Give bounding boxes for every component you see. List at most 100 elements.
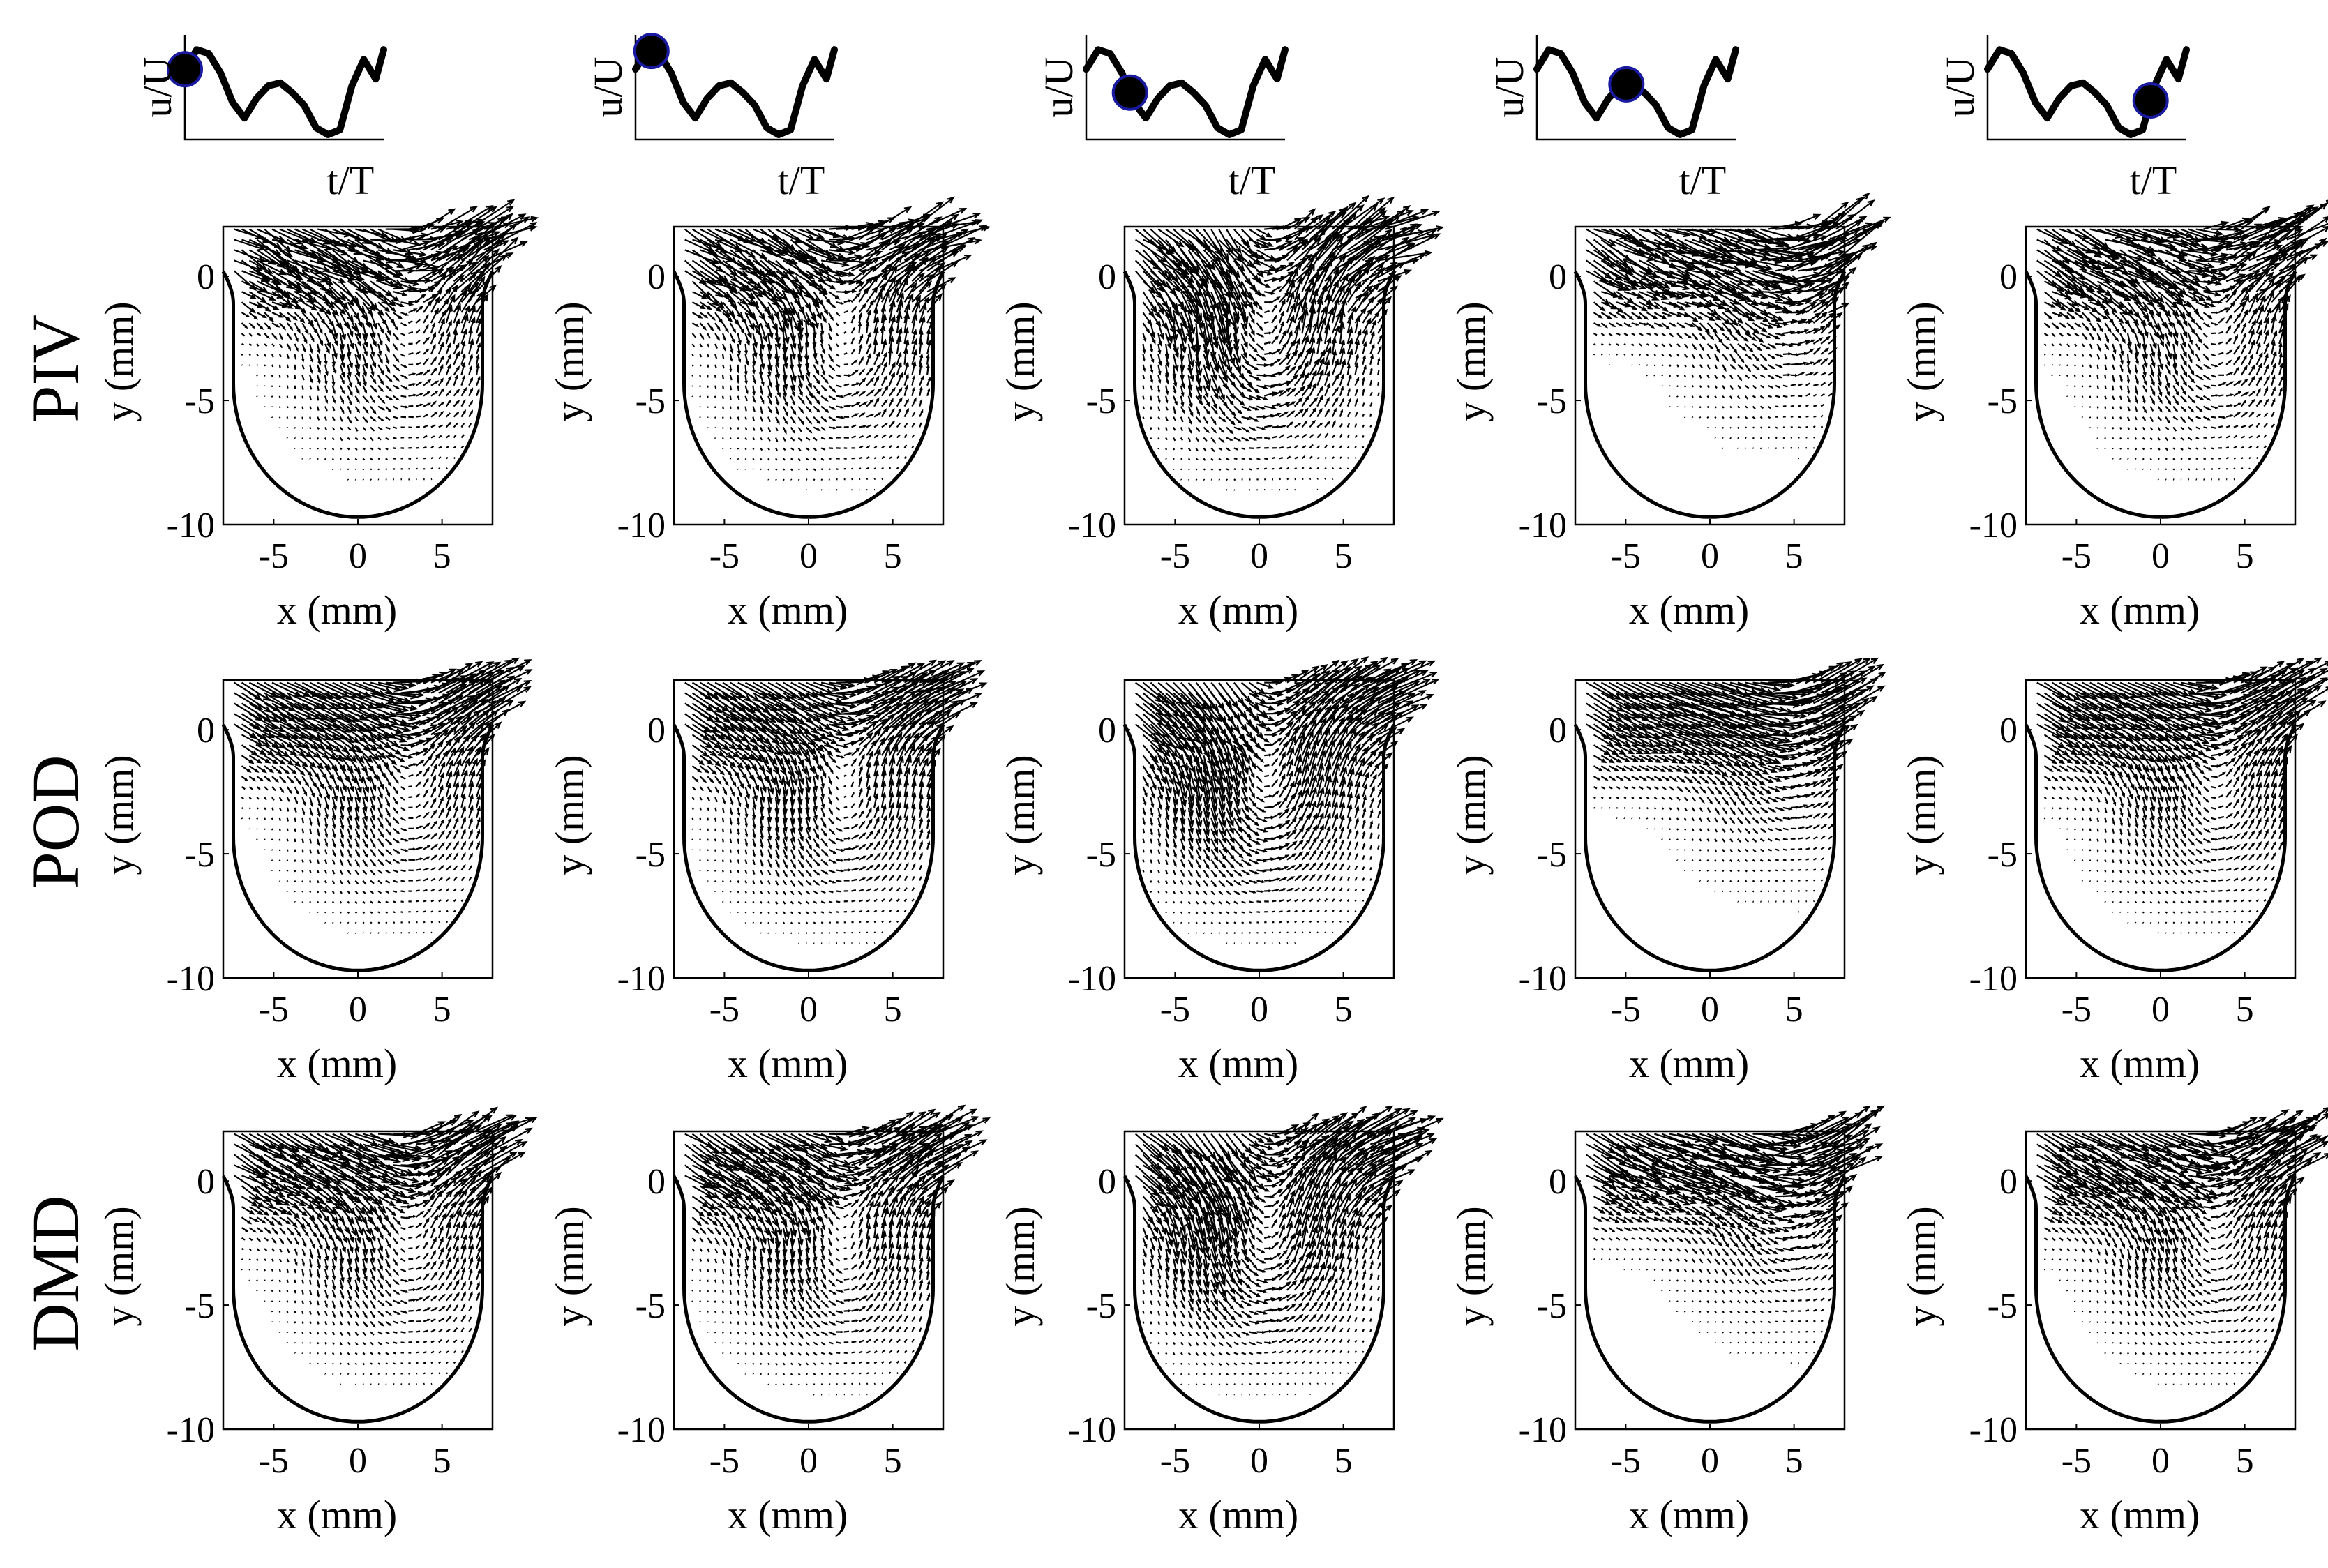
velocity-vector: [295, 386, 296, 389]
velocity-vector: [287, 386, 288, 389]
velocity-vector: [355, 458, 356, 460]
velocity-vector: [461, 423, 464, 428]
velocity-vector: [836, 375, 841, 377]
y-tick-label: 0: [197, 257, 215, 297]
velocity-vector: [302, 407, 303, 409]
velocity-vector: [295, 354, 296, 359]
velocity-vector: [461, 435, 464, 437]
velocity-vector: [287, 407, 288, 409]
vector-head: [420, 405, 422, 406]
inset-ylabel: u/U: [1937, 57, 1983, 118]
vector-head: [848, 375, 850, 376]
x-axis-label: x (mm): [277, 587, 397, 633]
inset-xlabel: t/T: [2130, 158, 2177, 203]
velocity-vector: [707, 365, 708, 368]
velocity-vector: [693, 333, 696, 338]
vector-head: [753, 370, 755, 372]
velocity-vector: [423, 301, 431, 312]
velocity-vector: [416, 352, 420, 354]
velocity-vector: [401, 333, 405, 335]
velocity-vector: [378, 479, 379, 480]
waveform-inset: u/Ut/T: [1036, 35, 1285, 203]
velocity-vector: [715, 354, 716, 359]
velocity-vector: [302, 438, 303, 439]
x-tick-label: -5: [259, 536, 289, 576]
vector-head: [737, 370, 739, 372]
inset-xlabel: t/T: [778, 158, 825, 203]
velocity-vector: [249, 344, 251, 345]
velocity-vector: [355, 417, 358, 421]
velocity-vector: [317, 396, 318, 401]
vector-head: [420, 394, 422, 395]
velocity-vector: [753, 407, 754, 412]
velocity-vector: [325, 428, 326, 430]
velocity-vector: [836, 354, 839, 356]
inset-xlabel: t/T: [1679, 158, 1727, 203]
velocity-vector: [446, 413, 451, 417]
velocity-vector: [386, 312, 394, 323]
velocity-vector: [836, 323, 839, 326]
velocity-vector: [401, 417, 407, 418]
velocity-vector: [715, 396, 716, 398]
velocity-vector: [393, 428, 397, 429]
phase-marker: [635, 34, 668, 68]
velocity-vector: [363, 458, 364, 460]
velocity-vector: [348, 438, 350, 440]
velocity-vector: [302, 417, 303, 420]
velocity-vector: [317, 386, 319, 391]
velocity-vector: [355, 448, 356, 450]
velocity-vector: [905, 294, 913, 312]
velocity-vector: [416, 427, 420, 428]
velocity-vector: [386, 417, 390, 421]
velocity-vector: [408, 417, 413, 418]
velocity-vector: [333, 428, 334, 430]
waveform-inset: u/Ut/T: [1487, 35, 1736, 203]
velocity-vector: [348, 428, 351, 430]
velocity-vector: [416, 363, 421, 365]
waveform-inset: u/U t/T: [1937, 35, 2186, 203]
velocity-vector: [370, 448, 373, 449]
y-axis-label: y (mm): [96, 301, 142, 421]
velocity-vector: [408, 353, 413, 354]
velocity-vector: [431, 458, 433, 459]
velocity-vector: [730, 396, 731, 400]
velocity-vector: [829, 239, 855, 240]
quiver-panel: -5050-5-10x (mm)y (mm): [96, 200, 537, 633]
velocity-vector: [393, 438, 397, 439]
phase-marker: [2134, 84, 2168, 117]
y-tick-label: -10: [167, 506, 215, 545]
vector-head: [753, 380, 755, 382]
velocity-vector: [257, 333, 260, 336]
velocity-vector: [416, 330, 420, 334]
vector-field: [234, 200, 537, 480]
velocity-vector: [287, 354, 289, 359]
vector-head: [848, 393, 850, 395]
vector-head: [412, 373, 414, 375]
velocity-vector: [844, 343, 847, 344]
velocity-vector: [715, 386, 716, 389]
velocity-vector: [264, 344, 266, 346]
velocity-vector: [416, 340, 420, 344]
velocity-vector: [707, 354, 708, 357]
velocity-vector: [264, 354, 266, 356]
velocity-vector: [317, 428, 319, 430]
velocity-vector: [439, 436, 442, 438]
velocity-vector: [325, 458, 326, 460]
velocity-vector: [700, 354, 701, 357]
velocity-vector: [461, 446, 463, 448]
velocity-vector: [408, 321, 412, 323]
y-tick-label: -5: [185, 382, 215, 421]
velocity-vector: [302, 365, 303, 369]
velocity-vector: [446, 446, 449, 448]
velocity-vector: [378, 428, 382, 430]
vector-head: [326, 390, 327, 392]
velocity-vector: [257, 344, 258, 346]
velocity-vector: [844, 384, 849, 386]
velocity-vector: [348, 479, 349, 480]
velocity-vector: [386, 438, 389, 440]
velocity-vector: [707, 333, 710, 338]
vector-head: [326, 400, 327, 402]
velocity-vector: [431, 425, 435, 427]
velocity-vector: [446, 435, 450, 437]
inset-ylabel: u/U: [585, 57, 631, 118]
